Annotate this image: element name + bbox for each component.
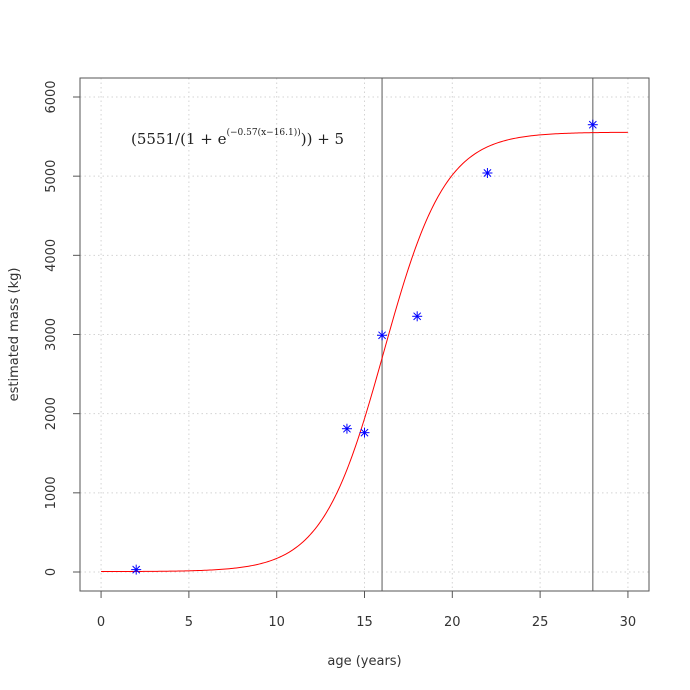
data-point — [359, 427, 370, 438]
data-points — [131, 119, 598, 575]
y-tick-label: 3000 — [44, 318, 59, 351]
y-axis-title: estimated mass (kg) — [7, 268, 22, 402]
x-tick-label: 10 — [268, 615, 285, 630]
x-axis: 0 5 10 15 20 25 30 — [97, 591, 636, 630]
fit-formula-close: )) + 5 — [301, 130, 344, 148]
data-point — [341, 423, 352, 434]
fit-formula-open: (5551/(1 + e — [131, 130, 227, 148]
x-axis-title: age (years) — [327, 654, 401, 669]
logistic-fit-curve-group — [101, 131, 628, 573]
data-point — [482, 168, 493, 178]
asterisk-stroke — [413, 312, 422, 321]
y-tick-label: 2000 — [44, 397, 59, 430]
asterisk-stroke — [483, 169, 492, 177]
asterisk-stroke — [342, 424, 351, 433]
y-tick-label: 4000 — [44, 239, 59, 272]
y-tick-label: 6000 — [44, 80, 59, 113]
x-tick-label: 5 — [185, 615, 193, 630]
x-tick-label: 20 — [444, 615, 461, 630]
x-tick-label: 15 — [356, 615, 373, 630]
fit-formula-annotation: (5551/(1 + e(−0.57(x−16.1)))) + 5 — [131, 127, 344, 148]
data-point — [587, 119, 598, 130]
x-tick-label: 25 — [532, 615, 549, 630]
asterisk-stroke — [378, 331, 387, 340]
data-point — [412, 311, 423, 322]
y-tick-label: 1000 — [44, 476, 59, 509]
x-tick-label: 30 — [620, 615, 637, 630]
x-tick-label: 0 — [97, 615, 105, 630]
y-tick-label: 0 — [44, 568, 59, 576]
asterisk-stroke — [360, 428, 369, 437]
asterisk-stroke — [132, 565, 141, 574]
y-tick-label: 5000 — [44, 160, 59, 193]
asterisk-stroke — [588, 120, 597, 129]
data-point — [377, 330, 388, 341]
grid — [80, 78, 649, 591]
data-point — [131, 564, 142, 575]
fit-curve-line — [101, 131, 628, 573]
y-axis: 0 1000 2000 3000 4000 5000 6000 — [44, 80, 80, 576]
fit-formula-exponent: (−0.57(x−16.1)) — [226, 127, 300, 138]
